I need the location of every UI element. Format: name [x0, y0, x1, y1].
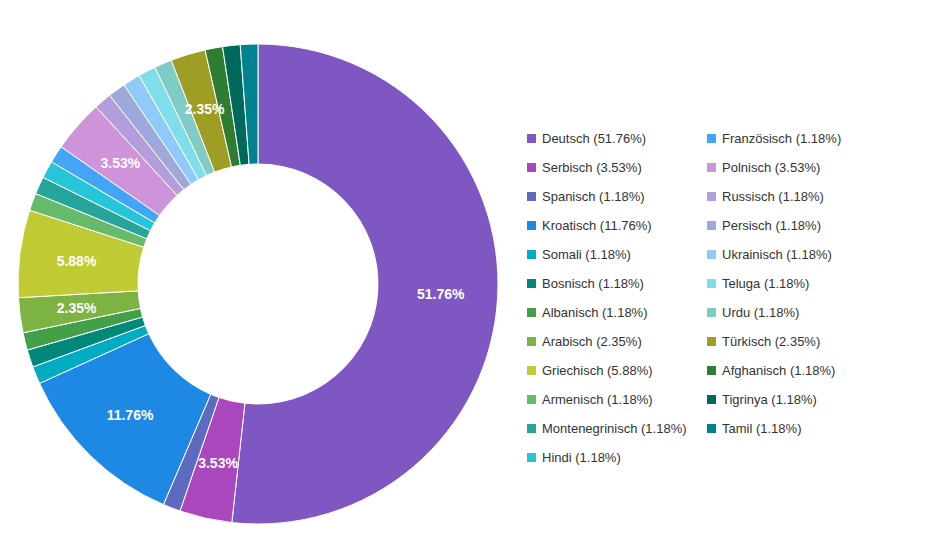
svg-text:5.88%: 5.88%	[57, 253, 97, 269]
svg-text:Urdu (1.18%): Urdu (1.18%)	[722, 305, 799, 320]
svg-text:Russisch (1.18%): Russisch (1.18%)	[722, 189, 824, 204]
svg-text:Bosnisch (1.18%): Bosnisch (1.18%)	[542, 276, 644, 291]
svg-text:Deutsch (51.76%): Deutsch (51.76%)	[542, 131, 646, 146]
svg-text:Türkisch (2.35%): Türkisch (2.35%)	[722, 334, 820, 349]
svg-text:2.35%: 2.35%	[57, 300, 97, 316]
svg-text:11.76%: 11.76%	[107, 407, 154, 423]
svg-text:Französisch (1.18%): Französisch (1.18%)	[722, 131, 841, 146]
svg-text:Kroatisch (11.76%): Kroatisch (11.76%)	[542, 218, 652, 233]
svg-text:Somali (1.18%): Somali (1.18%)	[542, 247, 631, 262]
svg-text:Tamil (1.18%): Tamil (1.18%)	[722, 421, 801, 436]
svg-text:Ukrainisch (1.18%): Ukrainisch (1.18%)	[722, 247, 832, 262]
svg-text:Hindi (1.18%): Hindi (1.18%)	[542, 450, 621, 465]
svg-text:Montenegrinisch (1.18%): Montenegrinisch (1.18%)	[542, 421, 687, 436]
svg-text:Serbisch (3.53%): Serbisch (3.53%)	[542, 160, 642, 175]
svg-text:Griechisch (5.88%): Griechisch (5.88%)	[542, 363, 653, 378]
svg-text:Albanisch (1.18%): Albanisch (1.18%)	[542, 305, 648, 320]
svg-text:Armenisch (1.18%): Armenisch (1.18%)	[542, 392, 653, 407]
svg-text:Arabisch (2.35%): Arabisch (2.35%)	[542, 334, 642, 349]
svg-text:Afghanisch (1.18%): Afghanisch (1.18%)	[722, 363, 835, 378]
svg-text:Persisch (1.18%): Persisch (1.18%)	[722, 218, 821, 233]
svg-text:Teluga (1.18%): Teluga (1.18%)	[722, 276, 809, 291]
svg-text:51.76%: 51.76%	[417, 286, 465, 302]
svg-text:2.35%: 2.35%	[185, 101, 225, 117]
svg-text:3.53%: 3.53%	[198, 455, 238, 471]
svg-text:Polnisch (3.53%): Polnisch (3.53%)	[722, 160, 820, 175]
svg-text:3.53%: 3.53%	[101, 155, 141, 171]
svg-text:Tigrinya (1.18%): Tigrinya (1.18%)	[722, 392, 817, 407]
svg-text:Spanisch (1.18%): Spanisch (1.18%)	[542, 189, 645, 204]
